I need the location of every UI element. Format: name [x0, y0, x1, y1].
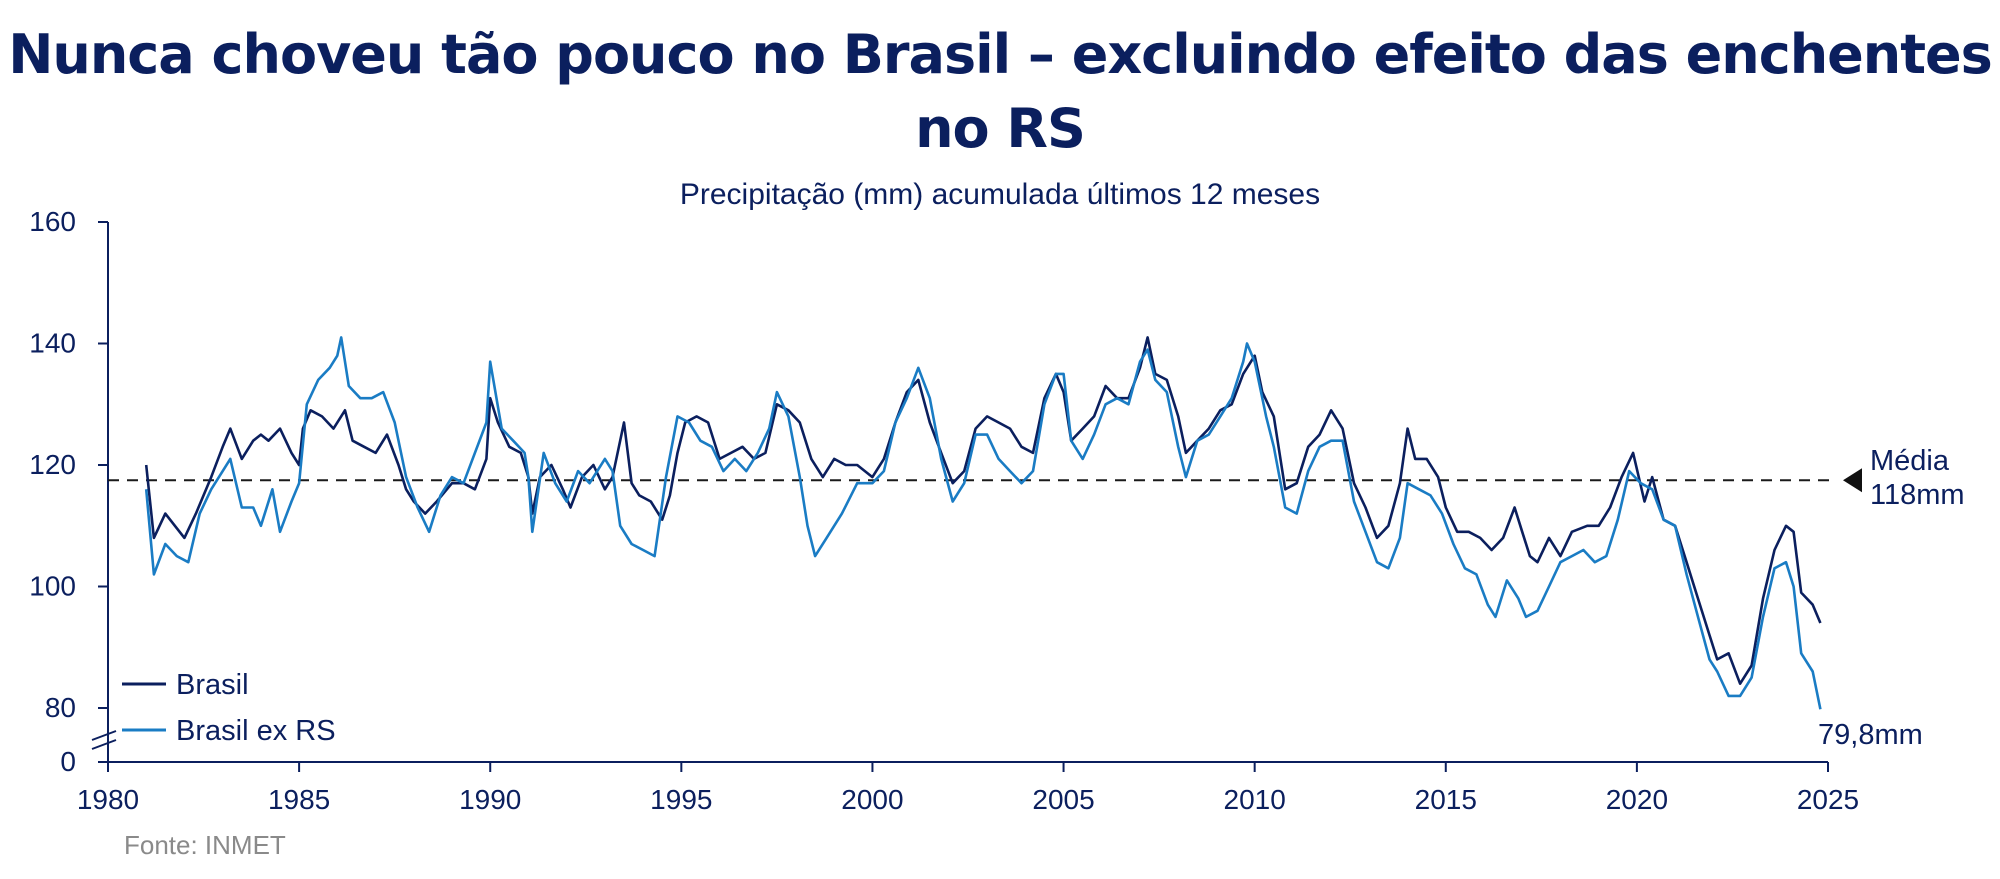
- y-tick-label: 0: [60, 746, 76, 777]
- x-tick-label: 2025: [1797, 784, 1859, 815]
- x-tick-label: 2010: [1224, 784, 1286, 815]
- chart-subtitle: Precipitação (mm) acumulada últimos 12 m…: [679, 178, 1321, 211]
- y-tick-label: 120: [29, 449, 76, 480]
- legend-label: Brasil ex RS: [176, 715, 336, 747]
- annotations: 79,8mm: [1818, 719, 1923, 751]
- y-tick-label: 140: [29, 328, 76, 359]
- series-line-brasil: [144, 336, 1822, 685]
- x-tick-label: 2000: [841, 784, 903, 815]
- x-tick-label: 1990: [459, 784, 521, 815]
- legend-label: Brasil: [176, 669, 249, 701]
- x-tick-label: 1980: [77, 784, 139, 815]
- x-tick-label: 1985: [268, 784, 330, 815]
- end-value-label: 79,8mm: [1818, 719, 1923, 751]
- average-pointer-icon: [1843, 468, 1862, 493]
- y-tick-label: 80: [45, 692, 76, 723]
- axes: 0 80 100 120 140 160 1980 1985 1990 1995 2000 2005 2…: [29, 206, 1859, 815]
- y-tick-label: 160: [29, 206, 76, 237]
- average-label-line2: 118mm: [1870, 479, 1965, 511]
- x-tick-label: 2020: [1606, 784, 1668, 815]
- legend: Brasil Brasil ex RS: [122, 669, 336, 747]
- chart-title: Nunca choveu tão pouco no Brasil – exclu…: [8, 23, 1993, 160]
- average-label-line1: Média: [1870, 445, 1950, 477]
- series-lines: [144, 336, 1822, 710]
- series-line-brasil-ex-rs: [144, 336, 1822, 710]
- source-note: Fonte: INMET: [124, 830, 286, 860]
- x-tick-label: 1995: [650, 784, 712, 815]
- y-tick-label: 100: [29, 571, 76, 602]
- x-tick-label: 2015: [1415, 784, 1477, 815]
- axis-break-mark: [91, 730, 117, 741]
- axis-break-mark: [91, 739, 117, 750]
- x-tick-label: 2005: [1032, 784, 1094, 815]
